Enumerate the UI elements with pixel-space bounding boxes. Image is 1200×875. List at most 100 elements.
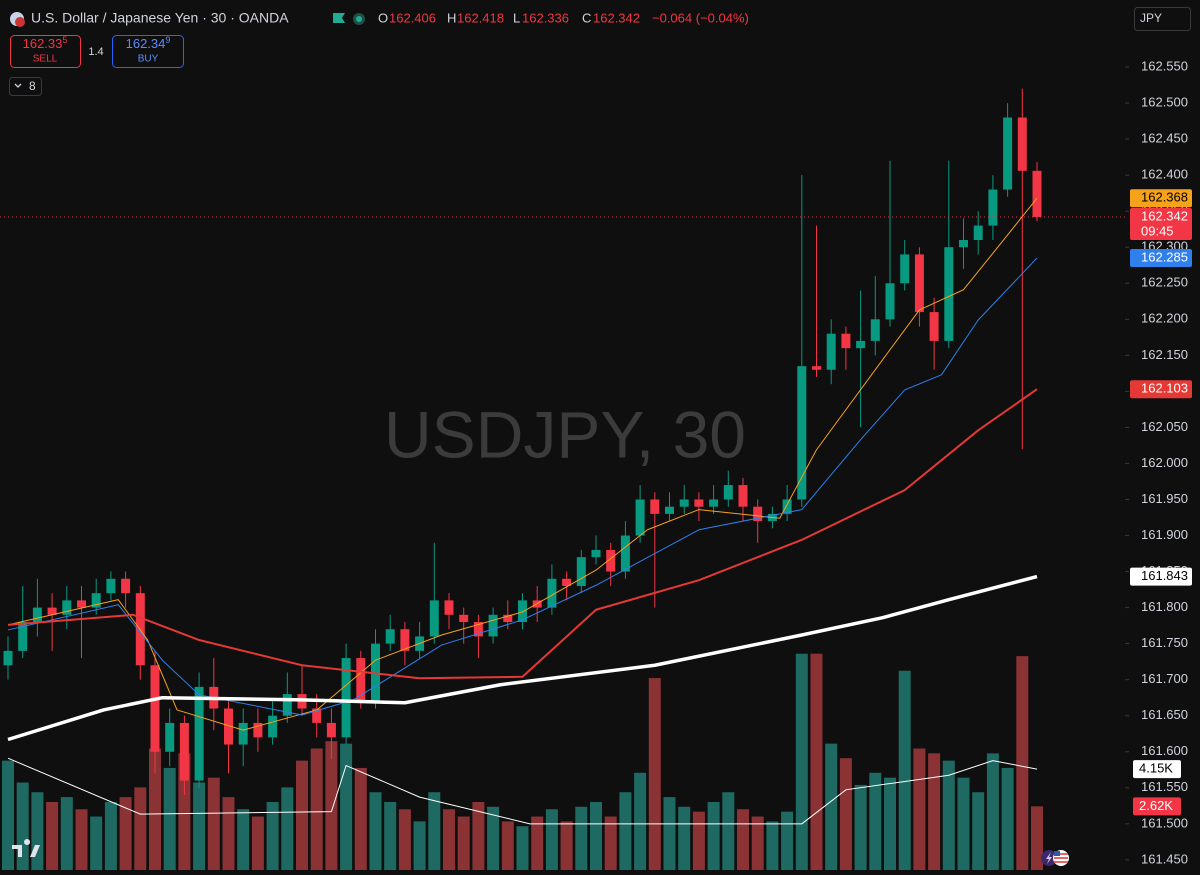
volume-bar xyxy=(2,760,14,870)
ohlc-letter: O xyxy=(378,10,388,25)
y-tick-label: 162.550 xyxy=(1141,58,1188,73)
symbol-icon-part xyxy=(15,17,25,27)
volume-bar xyxy=(825,743,838,870)
volume-bar xyxy=(986,753,999,870)
volume-bar xyxy=(340,743,353,870)
candle-body xyxy=(944,247,954,341)
candle-body xyxy=(62,600,72,615)
candle-body xyxy=(326,722,336,738)
volume-bar xyxy=(31,792,44,870)
candle-body xyxy=(694,499,704,507)
candle-body xyxy=(121,578,131,594)
volume-bar xyxy=(413,821,426,870)
candle-body xyxy=(812,366,821,370)
y-tick-label: 162.500 xyxy=(1141,95,1188,110)
volume-bar xyxy=(296,760,308,870)
volume-bar xyxy=(942,760,955,870)
current-price-label: 162.342 xyxy=(1141,208,1188,223)
volume-bar xyxy=(310,748,323,870)
header: U.S. Dollar / Japanese Yen · 30 · OANDA … xyxy=(9,7,1191,96)
footer-icons xyxy=(12,839,1069,866)
candle-body xyxy=(782,499,792,514)
volume-bar xyxy=(163,767,176,870)
ma-price-label: 162.285 xyxy=(1141,249,1188,264)
volume-bar xyxy=(119,797,132,870)
candle-body xyxy=(429,600,439,637)
chevron-icon xyxy=(14,83,22,88)
volume-bar xyxy=(60,797,73,870)
candle-body xyxy=(665,506,674,514)
indicator-count[interactable]: 8 xyxy=(29,79,36,93)
volume-bar xyxy=(737,809,749,870)
buy-pip: 9 xyxy=(165,35,170,45)
ma-price-tag xyxy=(1130,567,1192,586)
buy-button[interactable] xyxy=(112,35,184,68)
volume-tag xyxy=(1133,797,1181,816)
volume-bar xyxy=(193,782,206,870)
candle-body xyxy=(32,607,42,623)
symbol-title[interactable]: U.S. Dollar / Japanese Yen · 30 · OANDA xyxy=(31,10,289,26)
sell-pip: 5 xyxy=(62,35,67,45)
candle-body xyxy=(518,600,527,623)
candle-body xyxy=(988,189,998,226)
volume-bar xyxy=(648,678,661,870)
candle-body xyxy=(165,722,175,752)
y-tick-label: 162.250 xyxy=(1141,275,1188,290)
volume-bar xyxy=(428,792,441,870)
candle-body xyxy=(18,622,28,651)
indicator-toggle[interactable] xyxy=(9,77,42,96)
candle-body xyxy=(268,715,278,738)
candle-body xyxy=(106,578,116,594)
candle-body xyxy=(91,593,101,608)
price-axis-bg xyxy=(1125,0,1200,875)
volume-bar xyxy=(516,826,529,870)
candle-body xyxy=(282,694,292,716)
candle-body xyxy=(841,333,851,349)
volume-bar xyxy=(913,748,926,870)
candle-body xyxy=(150,665,160,752)
countdown-label: 09:45 xyxy=(1141,223,1174,238)
volume-bar xyxy=(707,801,720,870)
ohlc-value: 162.418 xyxy=(457,10,504,25)
ma-price-tag xyxy=(1130,249,1192,268)
candle-body xyxy=(870,319,880,341)
sell-label[interactable]: SELL xyxy=(33,54,58,65)
volume-bar xyxy=(545,809,558,870)
candle-body xyxy=(356,658,366,702)
currency-select[interactable] xyxy=(1134,7,1191,31)
volume-bar xyxy=(619,792,632,870)
candle-body xyxy=(885,283,895,320)
current-price-tag xyxy=(1130,207,1192,240)
volume-bar xyxy=(766,821,779,870)
flag-icon[interactable] xyxy=(333,13,345,23)
currency[interactable]: JPY xyxy=(1140,11,1162,25)
volume-bar xyxy=(457,816,470,870)
volume-bar xyxy=(1001,767,1014,870)
ohlc-letter: H xyxy=(447,10,456,25)
volume-bar xyxy=(531,816,544,870)
volume-bar xyxy=(46,801,59,870)
candle-body xyxy=(679,499,689,507)
volume-bar xyxy=(663,797,676,870)
volume-bar xyxy=(487,806,500,870)
candle-body xyxy=(400,629,410,651)
candle-body xyxy=(900,254,910,284)
candle-body xyxy=(856,340,866,349)
ohlc-value: 162.406 xyxy=(389,10,436,25)
ohlc-value: 162.342 xyxy=(593,10,640,25)
buy-label[interactable]: BUY xyxy=(138,54,159,65)
tradingview-logo[interactable] xyxy=(12,839,40,857)
sell-price-main: 162.33 xyxy=(23,36,63,51)
volume-bar xyxy=(590,801,602,870)
volume-bar xyxy=(369,792,382,870)
y-tick-label: 162.400 xyxy=(1141,167,1188,182)
volume-bar xyxy=(869,772,882,870)
volume-bar xyxy=(237,809,250,870)
volume-bar xyxy=(1031,806,1043,870)
buy-price[interactable]: 162.349 xyxy=(126,35,171,51)
sell-price[interactable]: 162.335 xyxy=(23,35,68,51)
sell-button[interactable] xyxy=(10,35,81,68)
volume-bar xyxy=(722,792,735,870)
ohlc-value: 162.336 xyxy=(522,10,569,25)
